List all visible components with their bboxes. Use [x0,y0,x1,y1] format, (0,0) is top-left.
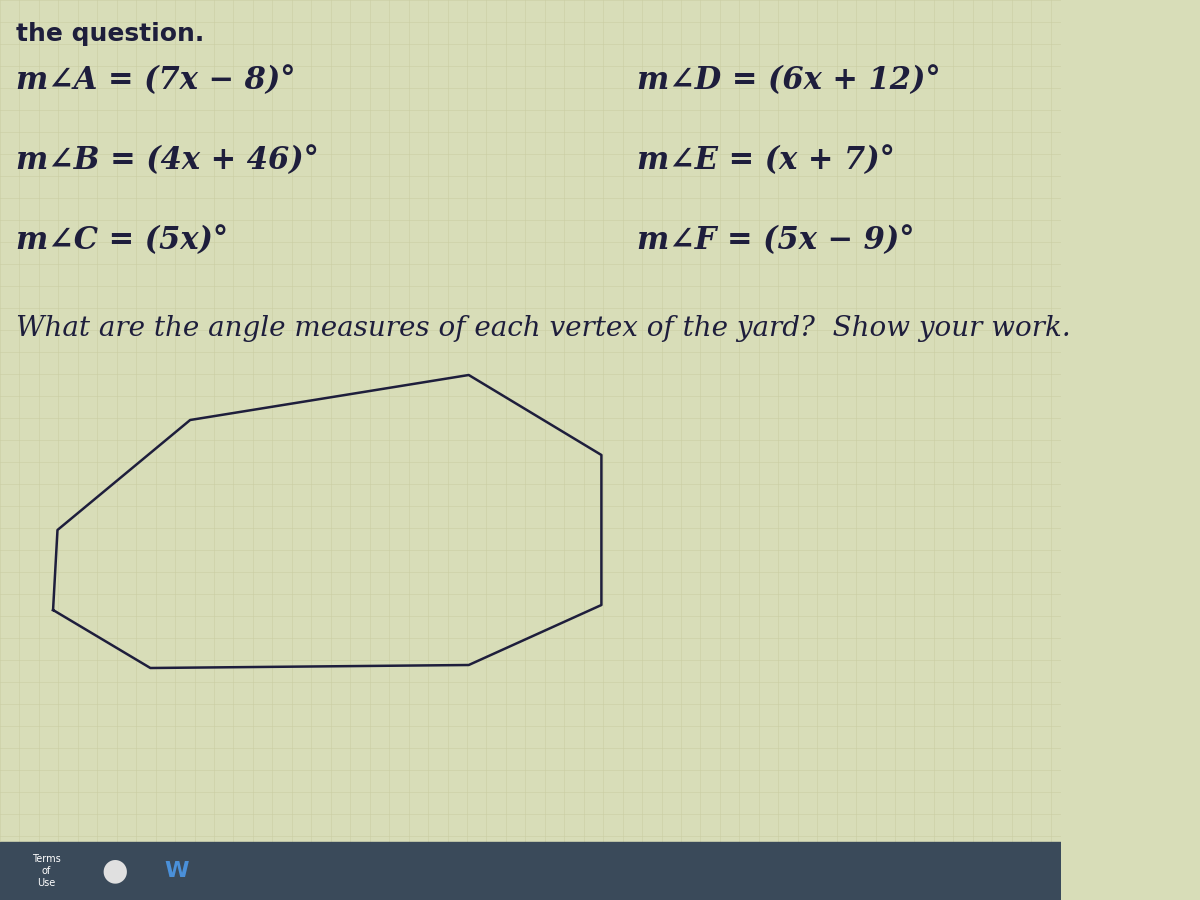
Text: the question.: the question. [16,22,204,46]
Text: m∠E = (x + 7)°: m∠E = (x + 7)° [637,145,895,176]
Text: W: W [164,861,190,881]
Text: m∠A = (7x − 8)°: m∠A = (7x − 8)° [16,65,295,96]
Bar [0,842,1061,900]
Text: m∠C = (5x)°: m∠C = (5x)° [16,225,228,256]
Text: m∠F = (5x − 9)°: m∠F = (5x − 9)° [637,225,914,256]
Text: ●: ● [102,857,128,886]
Text: Terms
of
Use: Terms of Use [31,854,60,887]
Text: m∠D = (6x + 12)°: m∠D = (6x + 12)° [637,65,941,96]
Text: m∠B = (4x + 46)°: m∠B = (4x + 46)° [16,145,319,176]
Text: What are the angle measures of each vertex of the yard?  Show your work.: What are the angle measures of each vert… [16,315,1070,342]
